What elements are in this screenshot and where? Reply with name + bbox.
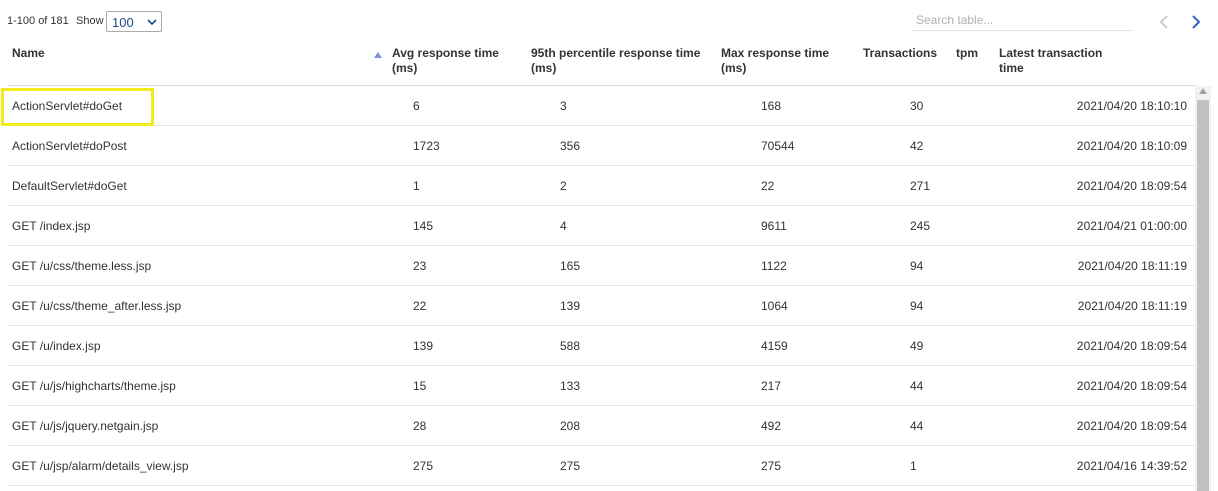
cell-transactions: 94 bbox=[910, 259, 924, 273]
cell-transactions: 44 bbox=[910, 419, 924, 433]
cell-name: GET /u/jsp/alarm/details_view.jsp bbox=[12, 459, 189, 473]
table-row[interactable]: GET /u/css/theme_after.less.jsp 22 139 1… bbox=[7, 286, 1195, 326]
cell-latest-time: 2021/04/20 18:10:10 bbox=[1076, 99, 1187, 113]
cell-name: GET /u/css/theme_after.less.jsp bbox=[12, 299, 182, 313]
chevron-down-icon bbox=[147, 19, 157, 26]
cell-avg: 275 bbox=[413, 459, 434, 473]
cell-transactions: 245 bbox=[910, 219, 931, 233]
table-header: Name Avg response time (ms) 95th percent… bbox=[7, 40, 1195, 86]
table-row[interactable]: GET /u/css/theme.less.jsp 23 165 1122 94… bbox=[7, 246, 1195, 286]
column-header-name[interactable]: Name bbox=[12, 46, 45, 60]
cell-name: ActionServlet#doPost bbox=[12, 139, 127, 153]
cell-p95: 275 bbox=[560, 459, 581, 473]
table-row[interactable]: GET /u/js/jquery.netgain.jsp 28 208 492 … bbox=[7, 406, 1195, 446]
cell-avg: 6 bbox=[413, 99, 420, 113]
cell-name: ActionServlet#doGet bbox=[12, 99, 123, 113]
cell-avg: 1723 bbox=[413, 139, 440, 153]
cell-transactions: 94 bbox=[910, 299, 924, 313]
cell-transactions: 30 bbox=[910, 99, 924, 113]
table-toolbar: 1-100 of 181 Show 100 bbox=[0, 0, 1218, 40]
cell-name: GET /u/index.jsp bbox=[12, 339, 101, 353]
cell-max: 492 bbox=[761, 419, 782, 433]
column-header-p95-response[interactable]: 95th percentile response time (ms) bbox=[531, 46, 701, 75]
table-row[interactable]: DefaultServlet#doGet 1 2 22 271 2021/04/… bbox=[7, 166, 1195, 206]
cell-transactions: 44 bbox=[910, 379, 924, 393]
cell-max: 4159 bbox=[761, 339, 788, 353]
column-header-tpm[interactable]: tpm bbox=[956, 46, 978, 60]
table-row[interactable]: GET /u/jsp/alarm/details_view.jsp 275 27… bbox=[7, 446, 1195, 486]
cell-max: 1122 bbox=[761, 259, 787, 273]
cell-avg: 15 bbox=[413, 379, 427, 393]
cell-latest-time: 2021/04/20 18:09:54 bbox=[1076, 379, 1187, 393]
cell-latest-time: 2021/04/20 18:09:54 bbox=[1076, 339, 1187, 353]
cell-max: 168 bbox=[761, 99, 782, 113]
pagination-range: 1-100 of 181 bbox=[7, 15, 69, 27]
cell-transactions: 42 bbox=[910, 139, 924, 153]
cell-avg: 145 bbox=[413, 219, 434, 233]
cell-max: 70544 bbox=[761, 139, 795, 153]
cell-avg: 28 bbox=[413, 419, 427, 433]
cell-latest-time: 2021/04/20 18:09:54 bbox=[1076, 179, 1187, 193]
column-header-latest-time[interactable]: Latest transaction time bbox=[999, 46, 1103, 75]
cell-name: GET /u/js/jquery.netgain.jsp bbox=[12, 419, 159, 433]
cell-transactions: 1 bbox=[910, 459, 917, 473]
sort-ascending-icon[interactable] bbox=[374, 52, 382, 58]
cell-p95: 356 bbox=[560, 139, 581, 153]
cell-name: DefaultServlet#doGet bbox=[12, 179, 127, 193]
scroll-up-arrow-icon[interactable] bbox=[1199, 88, 1207, 94]
cell-max: 22 bbox=[761, 179, 775, 193]
cell-p95: 139 bbox=[560, 299, 581, 313]
cell-p95: 165 bbox=[560, 259, 581, 273]
cell-name: GET /u/js/highcharts/theme.jsp bbox=[12, 379, 176, 393]
table-row[interactable]: GET /u/index.jsp 139 588 4159 49 2021/04… bbox=[7, 326, 1195, 366]
column-header-max-response[interactable]: Max response time (ms) bbox=[721, 46, 830, 75]
cell-p95: 2 bbox=[560, 179, 567, 193]
cell-p95: 3 bbox=[560, 99, 567, 113]
cell-latest-time: 2021/04/21 01:00:00 bbox=[1076, 219, 1187, 233]
selection-highlight bbox=[1, 88, 154, 126]
table-row[interactable]: ActionServlet#doGet 6 3 168 30 2021/04/2… bbox=[7, 86, 1195, 126]
chevron-left-icon[interactable] bbox=[1157, 14, 1171, 30]
cell-transactions: 271 bbox=[910, 179, 931, 193]
vertical-scrollbar-thumb[interactable] bbox=[1197, 100, 1209, 491]
cell-p95: 133 bbox=[560, 379, 581, 393]
cell-latest-time: 2021/04/16 14:39:52 bbox=[1076, 459, 1187, 473]
chevron-right-icon[interactable] bbox=[1189, 14, 1203, 30]
cell-p95: 588 bbox=[560, 339, 581, 353]
table-row[interactable]: GET /index.jsp 145 4 9611 245 2021/04/21… bbox=[7, 206, 1195, 246]
cell-max: 1064 bbox=[761, 299, 788, 313]
cell-p95: 208 bbox=[560, 419, 581, 433]
table-row[interactable]: ActionServlet#doPost 1723 356 70544 42 2… bbox=[7, 126, 1195, 166]
cell-avg: 1 bbox=[413, 179, 420, 193]
cell-max: 217 bbox=[761, 379, 782, 393]
column-header-avg-response[interactable]: Avg response time (ms) bbox=[392, 46, 499, 75]
cell-latest-time: 2021/04/20 18:11:19 bbox=[1077, 259, 1187, 273]
cell-avg: 22 bbox=[413, 299, 427, 313]
table-row[interactable]: GET /u/js/highcharts/theme.jsp 15 133 21… bbox=[7, 366, 1195, 406]
cell-avg: 23 bbox=[413, 259, 427, 273]
cell-max: 275 bbox=[761, 459, 782, 473]
cell-latest-time: 2021/04/20 18:11:19 bbox=[1077, 299, 1187, 313]
cell-latest-time: 2021/04/20 18:09:54 bbox=[1076, 419, 1187, 433]
cell-name: GET /index.jsp bbox=[12, 219, 91, 233]
column-header-transactions[interactable]: Transactions bbox=[863, 46, 938, 60]
cell-max: 9611 bbox=[761, 219, 787, 233]
page-size-value: 100 bbox=[112, 15, 134, 30]
cell-transactions: 49 bbox=[910, 339, 924, 353]
page-size-select[interactable]: 100 bbox=[106, 11, 162, 32]
cell-p95: 4 bbox=[560, 219, 567, 233]
cell-avg: 139 bbox=[413, 339, 434, 353]
page-size-label: Show bbox=[76, 15, 104, 27]
cell-latest-time: 2021/04/20 18:10:09 bbox=[1076, 139, 1187, 153]
search-input[interactable] bbox=[911, 9, 1133, 31]
table-body: ActionServlet#doGet 6 3 168 30 2021/04/2… bbox=[7, 86, 1195, 491]
cell-name: GET /u/css/theme.less.jsp bbox=[12, 259, 152, 273]
